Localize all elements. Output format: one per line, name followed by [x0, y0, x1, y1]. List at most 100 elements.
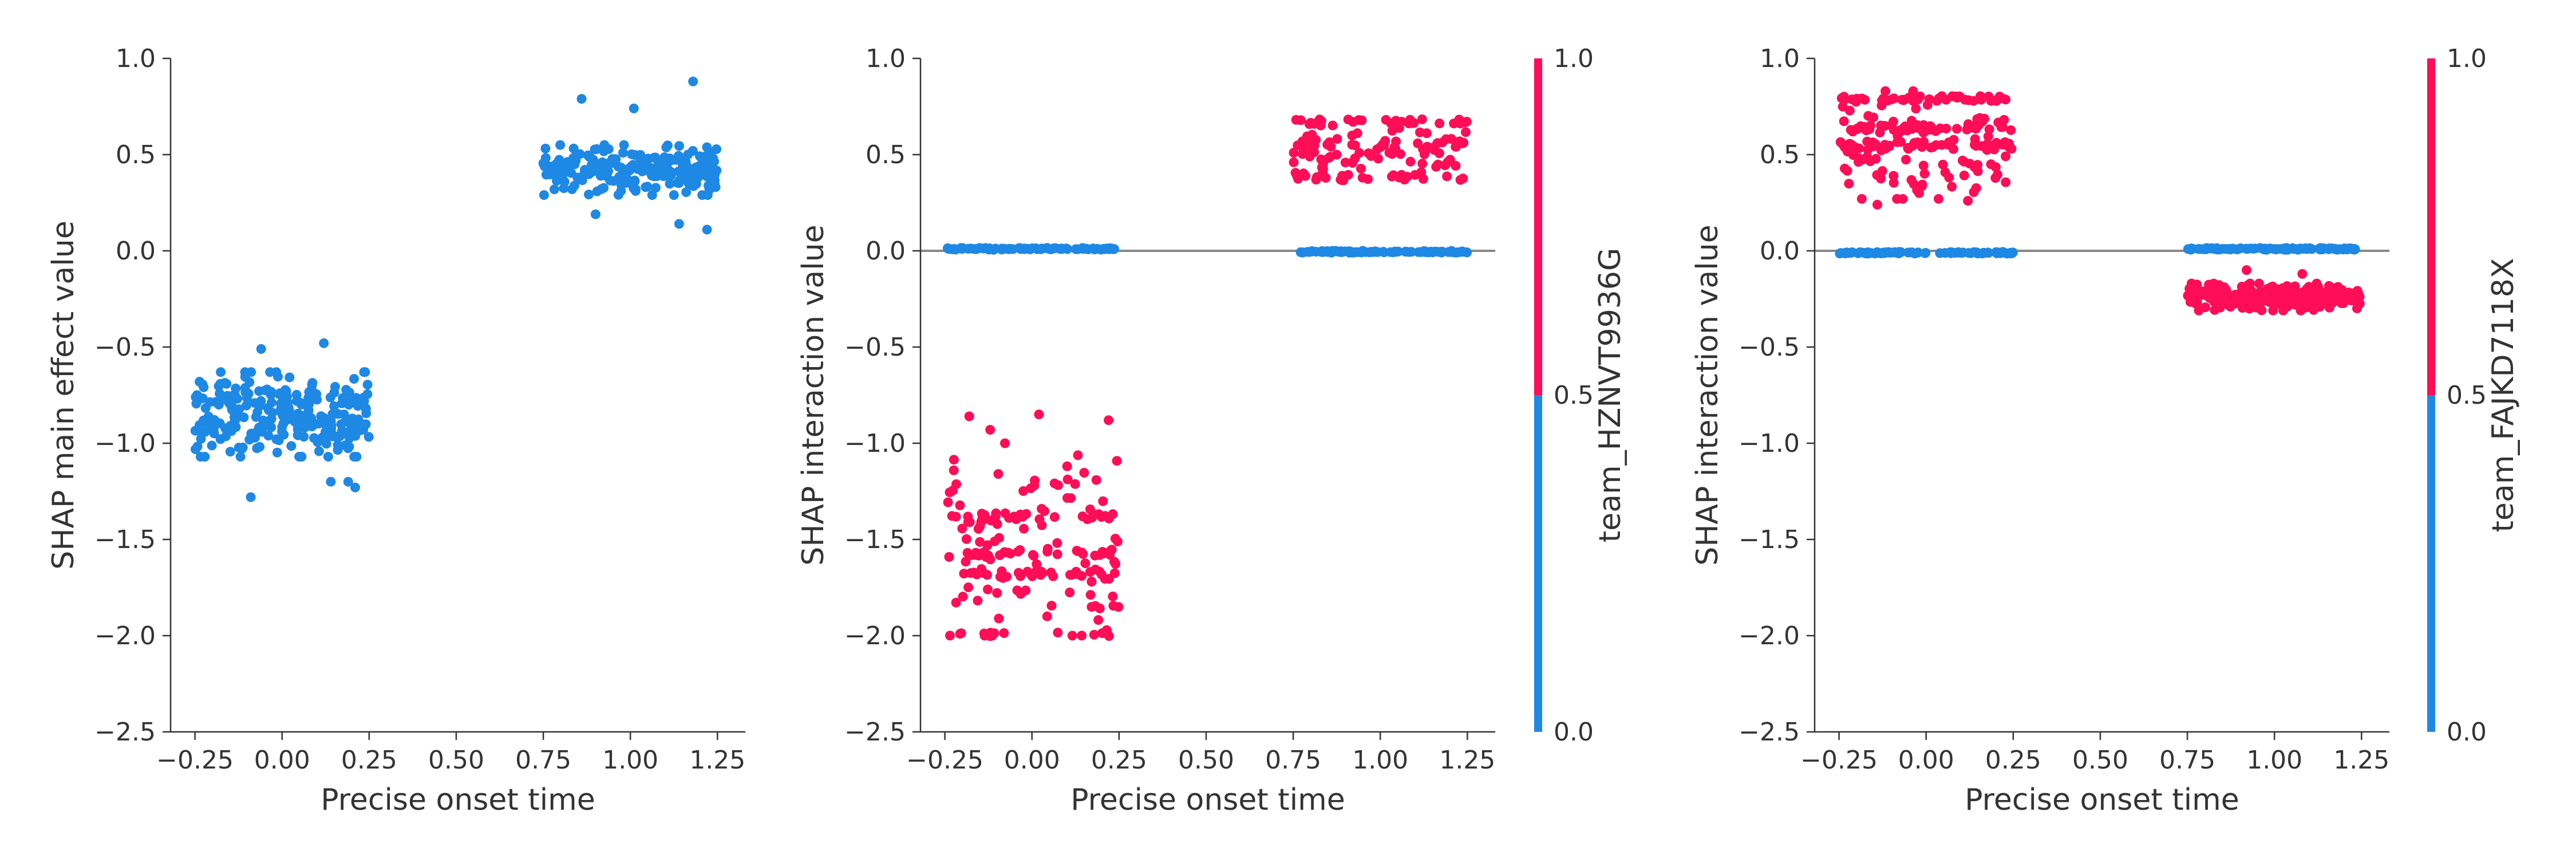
colorbar-high-segment: [1534, 58, 1542, 395]
data-point: [1894, 248, 1904, 258]
data-point: [681, 187, 692, 197]
data-point: [1888, 171, 1899, 181]
data-point: [1073, 450, 1083, 460]
data-point: [1857, 93, 1867, 104]
data-point: [1026, 483, 1036, 494]
data-point: [1863, 247, 1873, 258]
data-point: [1938, 159, 1948, 170]
data-point: [2006, 125, 2016, 135]
data-point: [2278, 305, 2289, 316]
data-point: [590, 144, 600, 155]
data-point: [346, 423, 356, 434]
data-point: [2333, 245, 2344, 254]
data-point: [969, 568, 979, 578]
data-point: [337, 398, 347, 408]
data-point: [1920, 248, 1930, 258]
data-point: [1327, 120, 1338, 131]
data-point: [576, 94, 587, 104]
data-point: [1104, 574, 1114, 584]
data-point: [1416, 167, 1427, 178]
data-point: [1872, 199, 1882, 210]
data-point: [1969, 162, 1980, 172]
data-point: [1089, 629, 1099, 640]
data-point: [335, 431, 345, 442]
data-point: [207, 440, 217, 451]
data-point: [665, 179, 675, 189]
data-point: [997, 566, 1007, 576]
data-point: [1110, 534, 1120, 544]
data-point: [2187, 243, 2198, 254]
data-point: [1417, 159, 1428, 169]
data-point: [1348, 117, 1358, 127]
data-point: [2281, 243, 2291, 253]
data-point: [629, 183, 639, 193]
data-point: [1458, 174, 1468, 184]
data-point: [2242, 265, 2251, 275]
data-point: [2204, 243, 2215, 254]
data-point: [702, 224, 712, 235]
data-point: [986, 515, 996, 526]
data-point: [2254, 278, 2264, 289]
data-point: [999, 547, 1009, 558]
data-point: [256, 344, 266, 354]
data-point: [1289, 157, 1299, 167]
data-point: [948, 485, 958, 495]
data-point: [1455, 136, 1465, 147]
data-point: [1096, 512, 1107, 522]
data-point: [1445, 155, 1455, 165]
data-point: [572, 172, 583, 183]
y-tick-label: −1.0: [1739, 429, 1800, 458]
data-point: [1462, 247, 1472, 258]
data-point: [1292, 171, 1302, 181]
data-point: [1046, 601, 1057, 611]
data-point: [225, 447, 235, 457]
data-point: [1983, 131, 1993, 141]
data-point: [1966, 248, 1976, 258]
data-point: [1405, 156, 1416, 167]
data-point: [1356, 164, 1366, 174]
data-point: [279, 430, 289, 440]
y-tick-label: 0.0: [866, 237, 906, 266]
data-point: [1976, 91, 1985, 101]
data-point: [271, 367, 282, 377]
data-point: [1291, 115, 1301, 125]
x-tick-label: 1.00: [2246, 746, 2302, 775]
scatter-points: [190, 76, 722, 502]
data-point: [266, 397, 276, 408]
data-point: [272, 447, 282, 458]
data-point: [1018, 486, 1029, 496]
data-point: [963, 517, 973, 527]
data-point: [238, 442, 248, 452]
data-point: [1409, 118, 1419, 128]
data-point: [1006, 244, 1016, 254]
data-point: [1908, 86, 1918, 96]
data-point: [251, 412, 261, 422]
data-point: [1862, 136, 1872, 147]
data-point: [994, 533, 1004, 543]
data-point: [712, 144, 722, 154]
data-point: [1880, 121, 1890, 131]
data-point: [1932, 96, 1942, 106]
data-point: [1919, 168, 1930, 179]
data-point: [190, 425, 200, 436]
data-point: [361, 404, 371, 414]
data-point: [1000, 508, 1010, 518]
data-point: [1000, 438, 1010, 448]
data-point: [2202, 290, 2212, 301]
data-point: [192, 442, 203, 452]
data-point: [1992, 95, 2002, 105]
data-point: [2289, 243, 2299, 254]
data-point: [1015, 545, 1025, 555]
data-point: [1375, 142, 1385, 152]
data-point: [1112, 456, 1122, 466]
data-point: [973, 596, 983, 606]
data-point: [1337, 171, 1348, 181]
data-point: [1426, 246, 1436, 257]
data-point: [1911, 104, 1921, 114]
data-point: [293, 430, 303, 440]
data-point: [1963, 196, 1973, 206]
y-tick-label: 1.0: [116, 44, 156, 73]
colorbar-label: team_FAJKD7118X: [2486, 258, 2520, 532]
data-point: [1066, 493, 1076, 503]
data-point: [1844, 179, 1854, 189]
